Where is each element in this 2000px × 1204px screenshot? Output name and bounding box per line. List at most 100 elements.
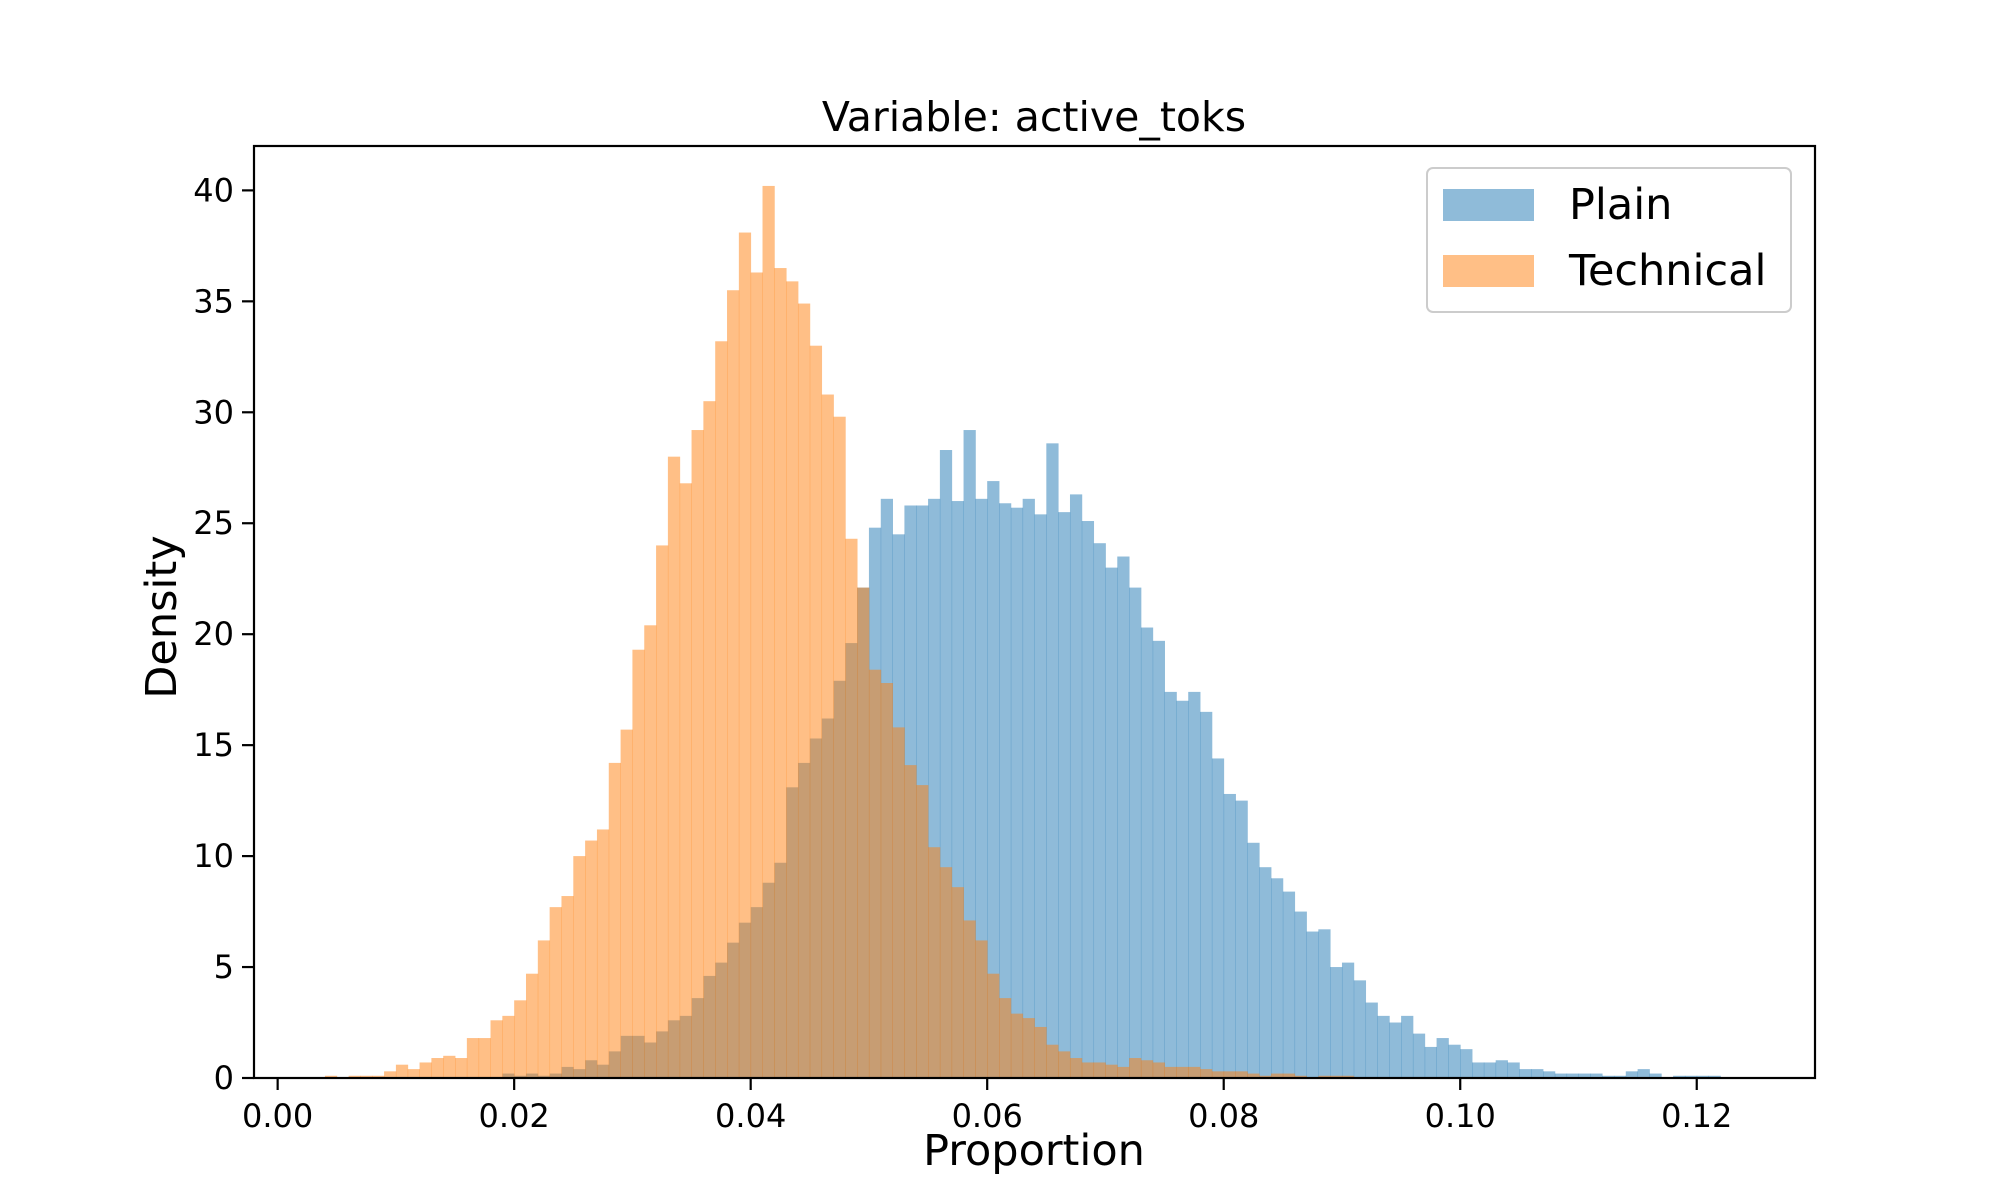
bar-plain <box>1708 1075 1721 1078</box>
bar-technical <box>1034 1026 1047 1078</box>
bar-technical <box>774 268 787 1078</box>
bar-technical <box>809 345 823 1079</box>
y-tick-label: 30 <box>193 393 234 431</box>
bar-plain <box>1543 1071 1556 1078</box>
bar-plain <box>1282 891 1296 1078</box>
bar-plain <box>1519 1069 1532 1078</box>
bar-technical <box>833 416 846 1079</box>
bar-plain <box>1306 931 1319 1078</box>
bar-technical <box>1259 1075 1272 1078</box>
bar-plain <box>1188 691 1201 1078</box>
bar-technical <box>585 840 598 1078</box>
bar-plain <box>1377 1015 1390 1078</box>
legend-label-technical: Technical <box>1568 246 1766 296</box>
bar-plain <box>1271 878 1284 1078</box>
bar-plain <box>1081 521 1095 1078</box>
bar-plain <box>1460 1049 1473 1078</box>
bar-technical <box>1282 1073 1296 1078</box>
bar-plain <box>1223 793 1236 1078</box>
bar-technical <box>762 185 775 1078</box>
legend-label-plain: Plain <box>1569 180 1672 230</box>
bar-technical <box>1129 1058 1142 1078</box>
y-axis-ticks: 0 5 10 15 20 25 30 35 40 <box>193 171 254 1097</box>
bar-technical <box>573 856 586 1078</box>
bar-technical <box>395 1064 409 1078</box>
bar-technical <box>1046 1044 1059 1078</box>
bar-plain <box>1330 967 1343 1078</box>
x-axis-ticks: 0.00 0.02 0.04 0.06 0.08 0.10 0.12 <box>242 1078 1732 1135</box>
bar-plain <box>1696 1075 1709 1078</box>
bar-technical <box>1318 1075 1331 1078</box>
bar-plain <box>1294 911 1307 1078</box>
bar-technical <box>1200 1069 1213 1078</box>
bar-plain <box>1341 962 1355 1078</box>
bar-technical <box>596 829 610 1078</box>
bar-technical <box>999 998 1012 1078</box>
bar-technical <box>1010 1013 1024 1078</box>
bar-technical <box>987 973 1000 1078</box>
bar-plain <box>1625 1071 1639 1078</box>
bar-technical <box>880 683 893 1078</box>
bar-technical <box>1081 1062 1095 1078</box>
bar-technical <box>904 765 917 1078</box>
bar-technical <box>1176 1066 1189 1078</box>
x-tick-label: 0.08 <box>1188 1097 1259 1135</box>
bar-technical <box>1058 1051 1071 1078</box>
bar-technical <box>691 430 704 1078</box>
bar-technical <box>632 649 645 1078</box>
bar-technical <box>455 1058 468 1078</box>
bar-technical <box>857 587 870 1078</box>
bar-plain <box>1129 587 1142 1078</box>
x-axis-label: Proportion <box>923 1126 1145 1176</box>
bar-plain <box>1105 567 1118 1078</box>
bar-plain <box>963 430 976 1078</box>
x-tick-label: 0.02 <box>479 1097 550 1135</box>
bar-technical <box>656 545 669 1078</box>
bar-technical <box>1140 1060 1154 1078</box>
bar-technical <box>324 1075 338 1078</box>
x-tick-label: 0.12 <box>1661 1097 1732 1135</box>
bar-plain <box>1353 980 1367 1078</box>
y-tick-label: 40 <box>193 171 234 209</box>
bar-technical <box>1294 1075 1307 1078</box>
bar-technical <box>443 1055 456 1078</box>
y-tick-label: 0 <box>214 1059 234 1097</box>
bar-plain <box>1578 1073 1591 1078</box>
bar-plain <box>1365 1002 1378 1078</box>
bar-plain <box>1022 498 1035 1079</box>
bar-technical <box>466 1038 480 1078</box>
bar-technical <box>928 847 941 1078</box>
bar-plain <box>1436 1038 1449 1078</box>
bar-technical <box>549 907 562 1078</box>
bar-technical <box>502 1015 515 1078</box>
bar-technical <box>679 483 692 1078</box>
bar-technical <box>1341 1075 1355 1078</box>
bar-technical <box>963 920 976 1078</box>
bar-plain <box>1211 758 1225 1078</box>
bar-technical <box>348 1075 361 1078</box>
bar-technical <box>975 940 988 1078</box>
bar-technical <box>1235 1071 1248 1078</box>
bar-technical <box>868 669 882 1078</box>
bar-plain <box>1649 1073 1662 1078</box>
bar-plain <box>1401 1015 1414 1078</box>
x-tick-label: 0.06 <box>952 1097 1023 1135</box>
bar-technical <box>620 729 633 1078</box>
bar-technical <box>644 625 657 1078</box>
bar-technical <box>1152 1062 1165 1078</box>
bar-plain <box>1247 842 1260 1078</box>
legend-swatch-technical <box>1443 255 1534 287</box>
legend: Plain Technical <box>1426 167 1792 313</box>
y-axis-label: Density <box>137 535 187 698</box>
bar-plain <box>999 503 1012 1078</box>
bar-plain <box>1164 691 1177 1078</box>
bar-plain <box>1176 700 1189 1078</box>
bar-plain <box>987 481 1000 1079</box>
bars-layer <box>324 185 1721 1079</box>
bar-plain <box>1412 1033 1426 1078</box>
bar-plain <box>1010 507 1024 1078</box>
bar-plain <box>1602 1075 1615 1078</box>
bar-technical <box>372 1075 385 1078</box>
bar-plain <box>1069 494 1083 1078</box>
